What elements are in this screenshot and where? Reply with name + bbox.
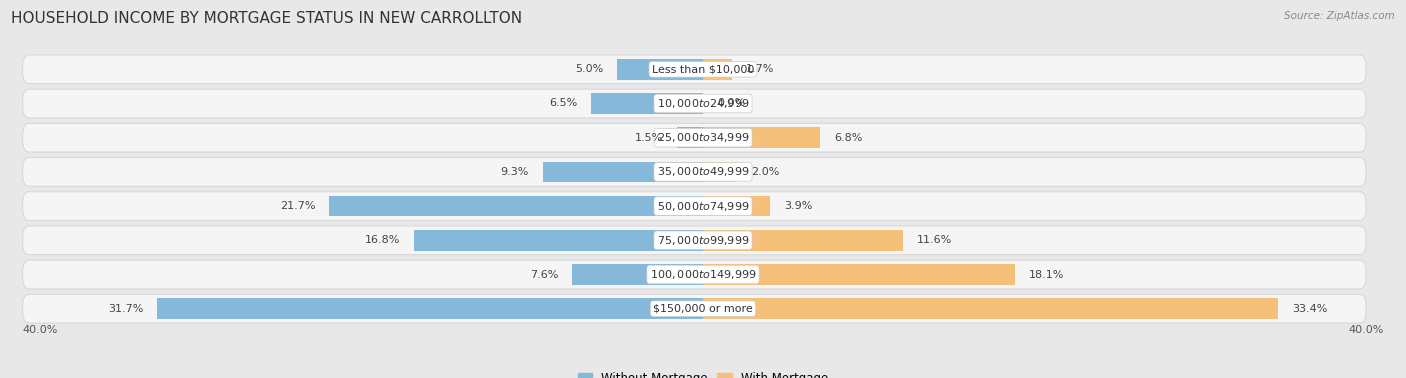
Text: 11.6%: 11.6% bbox=[917, 235, 952, 245]
FancyBboxPatch shape bbox=[22, 260, 1367, 289]
FancyBboxPatch shape bbox=[22, 55, 1367, 84]
Bar bbox=[591, 93, 703, 114]
Text: $75,000 to $99,999: $75,000 to $99,999 bbox=[657, 234, 749, 247]
Bar bbox=[572, 264, 703, 285]
Text: $35,000 to $49,999: $35,000 to $49,999 bbox=[657, 166, 749, 178]
Bar bbox=[413, 230, 703, 251]
Bar bbox=[703, 230, 903, 251]
Text: 0.0%: 0.0% bbox=[717, 99, 745, 108]
Text: 1.5%: 1.5% bbox=[636, 133, 664, 143]
Text: Source: ZipAtlas.com: Source: ZipAtlas.com bbox=[1284, 11, 1395, 21]
FancyBboxPatch shape bbox=[22, 123, 1367, 152]
Bar bbox=[617, 59, 703, 79]
FancyBboxPatch shape bbox=[22, 192, 1367, 220]
Text: $150,000 or more: $150,000 or more bbox=[654, 304, 752, 314]
Text: 16.8%: 16.8% bbox=[364, 235, 399, 245]
Bar bbox=[703, 162, 738, 182]
Text: $100,000 to $149,999: $100,000 to $149,999 bbox=[650, 268, 756, 281]
Text: $10,000 to $24,999: $10,000 to $24,999 bbox=[657, 97, 749, 110]
Text: 33.4%: 33.4% bbox=[1292, 304, 1327, 314]
Text: 40.0%: 40.0% bbox=[1348, 325, 1384, 335]
Text: 7.6%: 7.6% bbox=[530, 270, 558, 279]
Text: 3.9%: 3.9% bbox=[785, 201, 813, 211]
Text: 1.7%: 1.7% bbox=[747, 64, 775, 74]
Legend: Without Mortgage, With Mortgage: Without Mortgage, With Mortgage bbox=[574, 367, 832, 378]
Text: 6.8%: 6.8% bbox=[834, 133, 862, 143]
Text: 9.3%: 9.3% bbox=[501, 167, 529, 177]
FancyBboxPatch shape bbox=[22, 294, 1367, 323]
FancyBboxPatch shape bbox=[22, 158, 1367, 186]
Text: 6.5%: 6.5% bbox=[548, 99, 578, 108]
Text: 21.7%: 21.7% bbox=[280, 201, 315, 211]
Text: 2.0%: 2.0% bbox=[751, 167, 779, 177]
FancyBboxPatch shape bbox=[22, 226, 1367, 255]
Bar bbox=[157, 299, 703, 319]
Bar bbox=[329, 196, 703, 216]
Text: Less than $10,000: Less than $10,000 bbox=[652, 64, 754, 74]
FancyBboxPatch shape bbox=[22, 89, 1367, 118]
Bar bbox=[678, 127, 703, 148]
Bar bbox=[543, 162, 703, 182]
Text: $25,000 to $34,999: $25,000 to $34,999 bbox=[657, 131, 749, 144]
Text: 18.1%: 18.1% bbox=[1029, 270, 1064, 279]
Bar bbox=[703, 299, 1278, 319]
Bar bbox=[703, 196, 770, 216]
Bar bbox=[703, 264, 1015, 285]
Text: $50,000 to $74,999: $50,000 to $74,999 bbox=[657, 200, 749, 212]
Bar bbox=[703, 127, 820, 148]
Text: HOUSEHOLD INCOME BY MORTGAGE STATUS IN NEW CARROLLTON: HOUSEHOLD INCOME BY MORTGAGE STATUS IN N… bbox=[11, 11, 523, 26]
Text: 5.0%: 5.0% bbox=[575, 64, 603, 74]
Text: 40.0%: 40.0% bbox=[22, 325, 58, 335]
Bar bbox=[703, 59, 733, 79]
Text: 31.7%: 31.7% bbox=[108, 304, 143, 314]
